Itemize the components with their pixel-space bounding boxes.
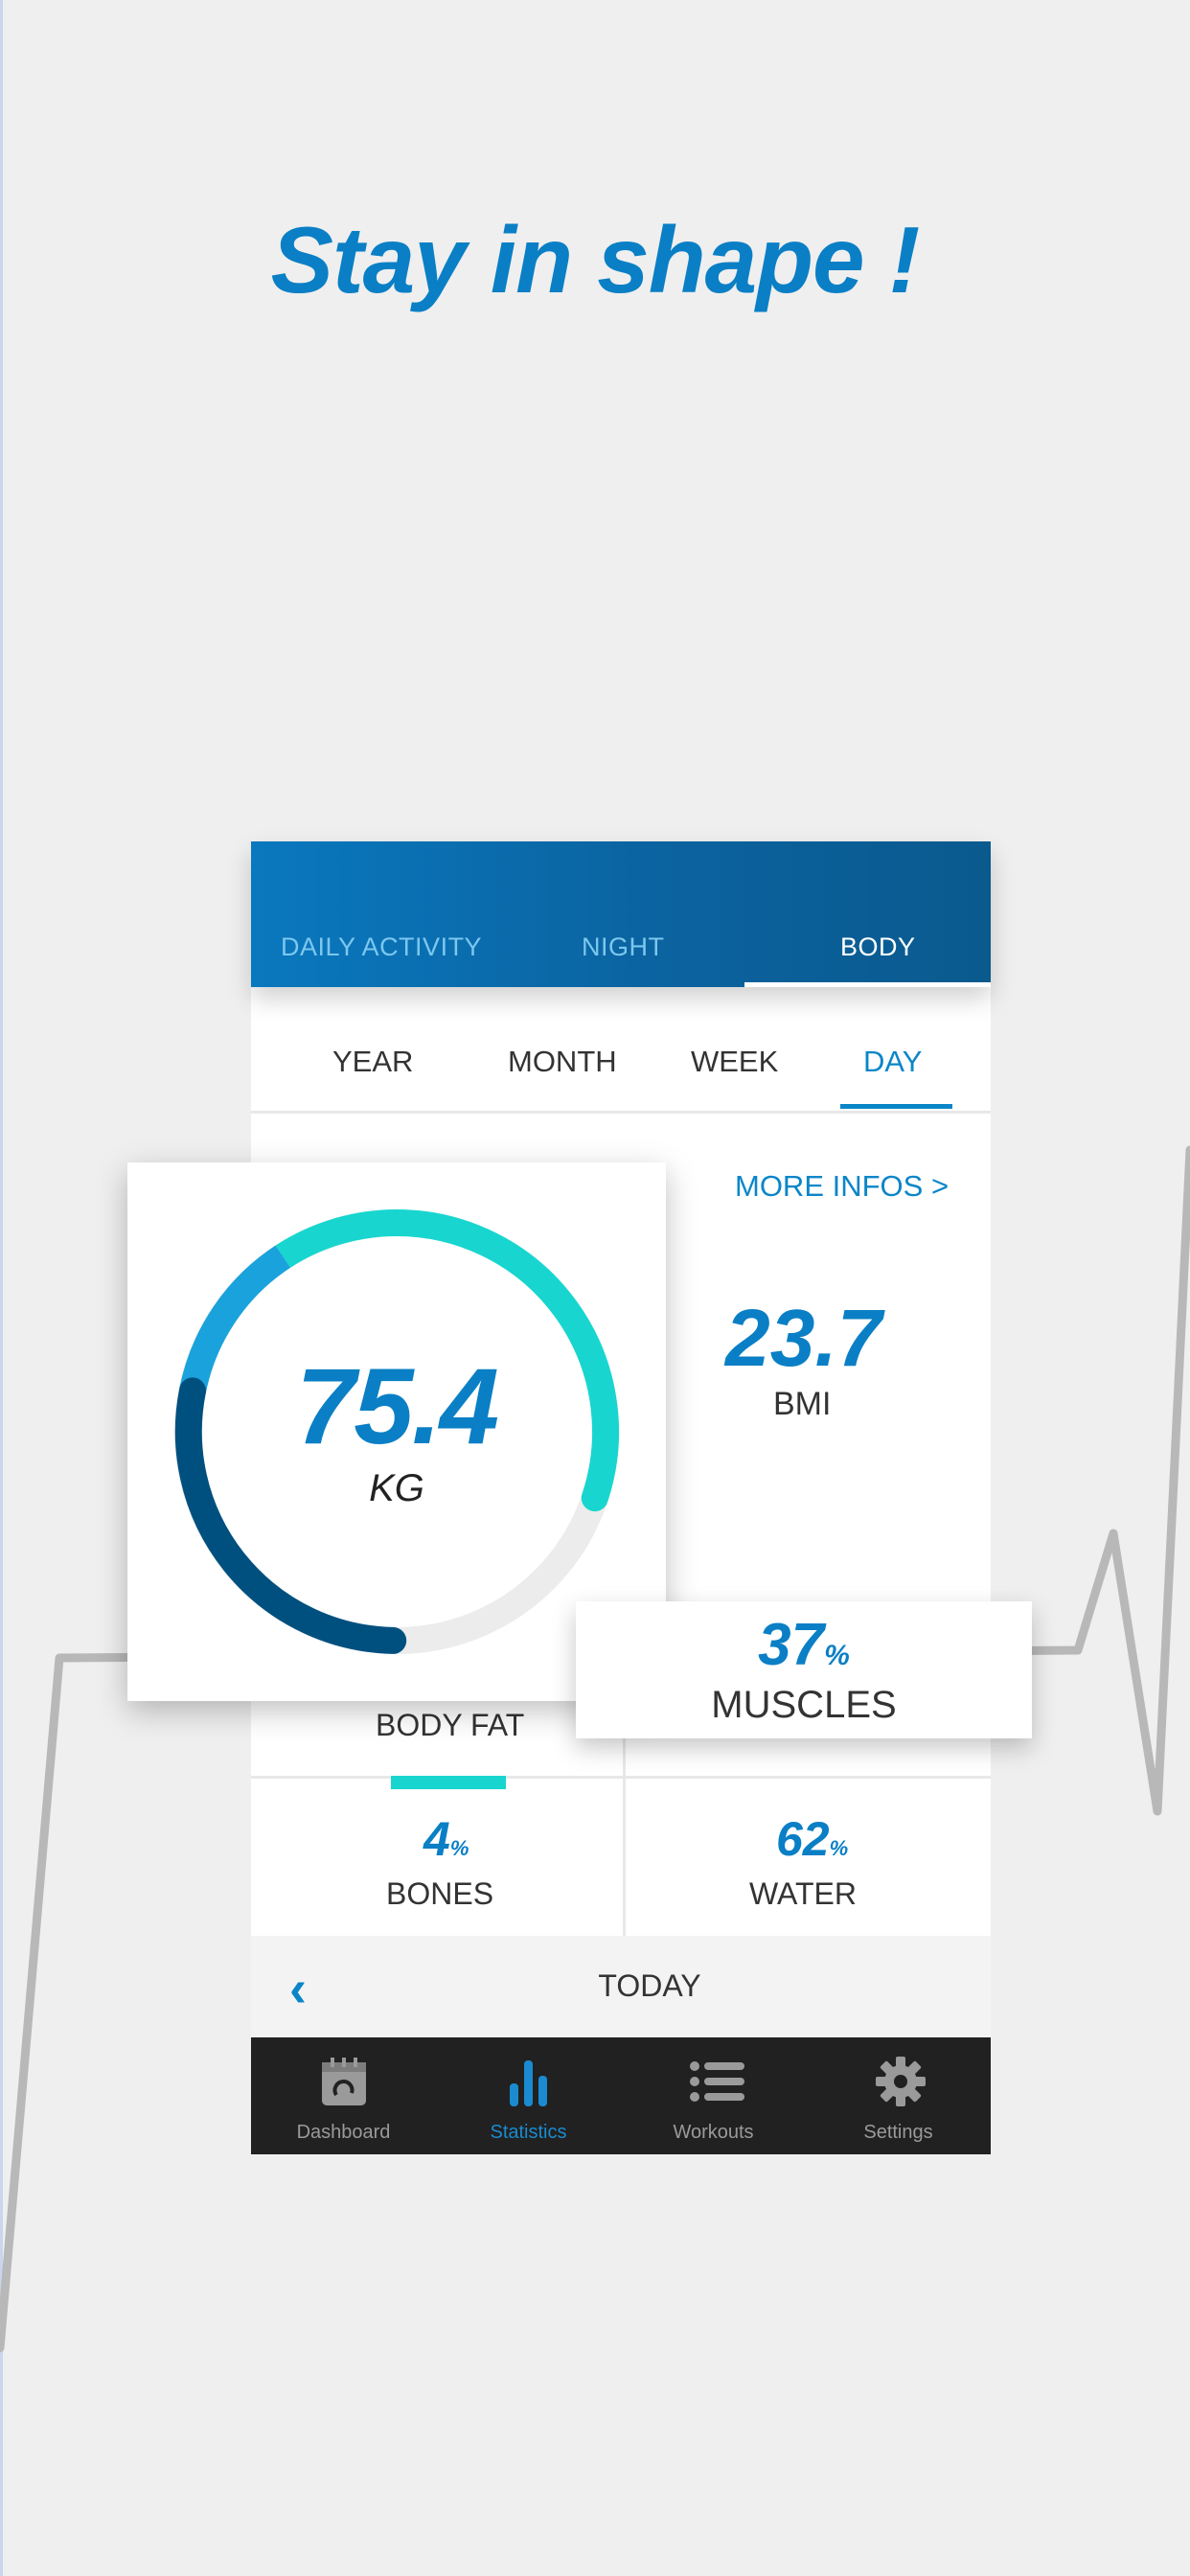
section-tabs: DAILY ACTIVITY NIGHT BODY [251, 841, 991, 987]
chevron-left-icon[interactable]: ‹ [289, 1960, 307, 2017]
muscles-label: MUSCLES [711, 1684, 897, 1726]
weight-gauge [174, 1209, 620, 1654]
list-icon [690, 2061, 744, 2102]
period-year[interactable]: YEAR [332, 1045, 414, 1078]
period-selector: YEAR MONTH WEEK DAY [251, 987, 991, 1114]
active-period-indicator [840, 1104, 952, 1109]
active-tab-indicator [744, 982, 991, 987]
date-navigation: ‹ TODAY [251, 1936, 991, 2037]
bar-chart-icon [510, 2060, 547, 2106]
period-day[interactable]: DAY [863, 1045, 923, 1078]
nav-statistics[interactable]: Statistics [436, 2037, 621, 2154]
bmi-value: 23.7 [725, 1293, 882, 1383]
bones-value: 4% [423, 1812, 469, 1866]
bones-label: BONES [386, 1876, 494, 1911]
nav-settings[interactable]: Settings [806, 2037, 991, 2154]
nav-workouts-label: Workouts [673, 2122, 754, 2143]
weight-unit: KG [369, 1467, 424, 1509]
nav-statistics-label: Statistics [490, 2122, 567, 2143]
water-value: 62% [776, 1812, 849, 1866]
headline: Stay in shape ! [270, 207, 921, 312]
water-label: WATER [749, 1876, 857, 1911]
tab-daily-activity[interactable]: DAILY ACTIVITY [281, 932, 483, 961]
tab-night[interactable]: NIGHT [582, 932, 665, 961]
nav-dashboard[interactable]: Dashboard [251, 2037, 436, 2154]
weight-gauge-card: 75.4 KG [127, 1162, 666, 1701]
body-fat-label: BODY FAT [376, 1708, 525, 1742]
nav-workouts[interactable]: Workouts [621, 2037, 806, 2154]
more-infos-link[interactable]: MORE INFOS > [735, 1169, 950, 1203]
bmi-label: BMI [773, 1386, 832, 1422]
calendar-icon [322, 2058, 366, 2105]
grid-divider-vertical [623, 1701, 626, 1936]
date-label: TODAY [598, 1968, 701, 2003]
period-month[interactable]: MONTH [508, 1045, 617, 1078]
muscles-card: 37% MUSCLES [576, 1601, 1032, 1738]
bottom-navigation: Dashboard Statistics Workouts [251, 2037, 991, 2154]
left-edge-strip [0, 0, 3, 2576]
body-fat-indicator [391, 1776, 506, 1789]
weight-value: 75.4 [296, 1346, 499, 1466]
nav-dashboard-label: Dashboard [296, 2122, 391, 2143]
period-week[interactable]: WEEK [691, 1045, 779, 1078]
app-screen: DAILY ACTIVITY NIGHT BODY YEAR MONTH WEE… [251, 841, 991, 2154]
muscles-value: 37% [758, 1612, 850, 1678]
nav-settings-label: Settings [863, 2122, 933, 2143]
grid-divider-horizontal [251, 1776, 991, 1779]
gear-icon [876, 2057, 926, 2106]
tab-body[interactable]: BODY [840, 932, 916, 961]
